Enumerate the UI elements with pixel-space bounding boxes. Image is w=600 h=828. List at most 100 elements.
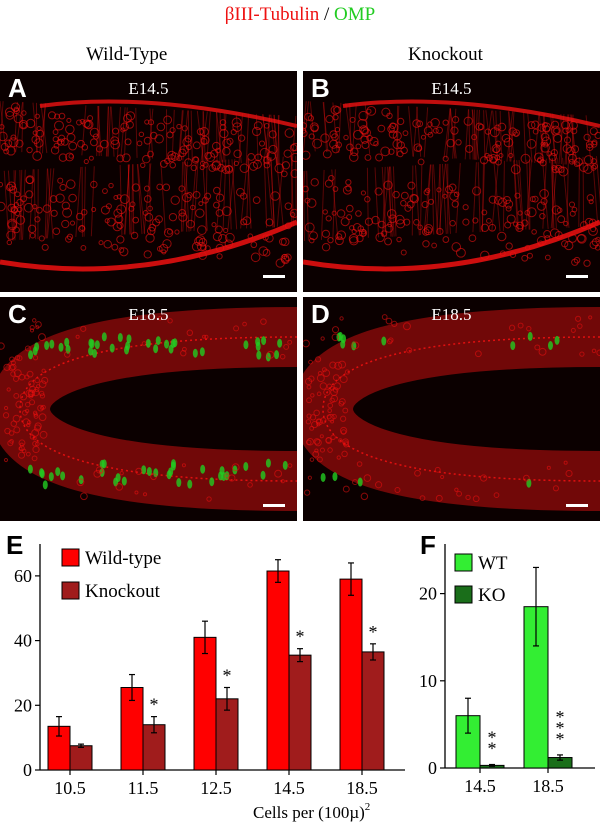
tissue-cell <box>375 481 383 489</box>
tissue-cell <box>53 142 60 149</box>
tissue-cell <box>340 217 350 227</box>
tissue-cell <box>462 218 470 226</box>
tissue-fiber <box>439 164 442 235</box>
tissue-cell <box>102 188 108 194</box>
tissue-cell <box>551 166 559 174</box>
tissue-cell <box>58 112 66 120</box>
tissue-fiber <box>566 157 569 228</box>
tissue-cell <box>303 122 308 130</box>
tissue-cell <box>3 363 11 371</box>
tissue-cell <box>388 130 398 139</box>
tissue-cell <box>89 127 100 138</box>
tissue-cell <box>162 183 171 192</box>
tissue-cell <box>81 144 89 151</box>
tissue-cell <box>313 438 321 445</box>
tissue-cell <box>132 216 140 224</box>
tissue-cell <box>204 334 209 340</box>
figure-title: βIII-Tubulin / OMP <box>0 4 600 26</box>
tissue-cell <box>41 376 49 384</box>
tissue-cell <box>309 414 317 421</box>
tissue-cell <box>504 221 512 229</box>
tissue-cell <box>242 216 252 226</box>
tissue-cell <box>534 152 544 163</box>
title-omp: OMP <box>334 4 376 25</box>
tissue-cell <box>163 227 174 238</box>
tissue-cell <box>114 214 124 224</box>
tissue-cell <box>563 136 572 144</box>
tissue-cell <box>38 390 45 397</box>
tissue-cell <box>4 427 11 435</box>
tissue-cell <box>143 136 152 145</box>
bar <box>193 636 217 771</box>
tissue-fiber <box>19 169 23 241</box>
tissue-cell <box>50 146 60 155</box>
omp-cell <box>109 343 115 353</box>
tissue-cell <box>279 237 287 246</box>
tissue-cell <box>363 474 372 482</box>
tissue-cell <box>32 410 38 416</box>
tissue-cell <box>215 209 224 217</box>
tissue-cell <box>13 114 23 124</box>
tissue-cell <box>280 170 288 178</box>
tissue-edge <box>342 99 600 128</box>
tissue-cell <box>537 123 546 132</box>
tissue-cell <box>517 322 524 329</box>
tissue-cell <box>146 226 156 236</box>
tissue-cell <box>181 463 186 468</box>
tissue-cell <box>213 186 221 195</box>
tissue-cell <box>60 137 69 146</box>
bar <box>266 570 290 771</box>
tissue-cell <box>27 224 37 234</box>
tissue-cell <box>21 448 27 454</box>
tissue-cell <box>338 360 347 369</box>
significance-star: * <box>488 739 497 759</box>
micrograph-c-image <box>0 307 297 511</box>
tissue-cell <box>325 215 332 222</box>
tissue-cell <box>562 127 570 135</box>
tissue-fiber <box>135 107 138 158</box>
legend-swatch <box>61 548 80 567</box>
tissue-fiber <box>366 167 369 238</box>
tissue-cell <box>321 242 331 252</box>
tissue-cell <box>202 334 207 339</box>
tissue-fiber <box>275 156 284 228</box>
tissue-cell <box>0 342 5 350</box>
tissue-cell <box>116 154 125 163</box>
tissue-cell <box>120 127 126 133</box>
tissue-cell <box>76 478 85 487</box>
tissue-cell <box>284 128 295 138</box>
omp-cell <box>554 335 560 345</box>
x-axis-title-text: Cells per (100µ) <box>253 803 365 822</box>
tissue-cell <box>88 155 94 161</box>
stage-label-d: E18.5 <box>431 305 472 324</box>
tissue-cell <box>2 412 10 419</box>
tissue-cell <box>396 150 404 158</box>
omp-cell <box>547 341 553 351</box>
tissue-cell <box>512 221 519 227</box>
tissue-cell <box>312 450 320 458</box>
tissue-cell <box>453 191 460 198</box>
tissue-cell <box>380 146 391 157</box>
tissue-cell <box>349 152 359 162</box>
tissue-cell <box>484 152 490 159</box>
tissue-cell <box>583 164 593 174</box>
tissue-cell <box>320 133 330 143</box>
tissue-fiber <box>90 166 95 237</box>
tissue-cell <box>186 219 195 229</box>
tissue-fiber <box>485 110 493 161</box>
tissue-fiber <box>416 106 422 157</box>
tissue-cell <box>355 143 362 150</box>
tissue-cell <box>3 405 9 411</box>
tissue-cell <box>510 164 521 175</box>
tissue-fiber <box>273 114 278 165</box>
tissue-cell <box>61 201 70 210</box>
tissue-fiber <box>75 166 82 237</box>
tissue-cell <box>15 139 24 148</box>
tissue-cell <box>184 158 193 167</box>
tissue-fiber <box>306 170 309 241</box>
tissue-cell <box>134 490 139 495</box>
tissue-cell <box>319 434 324 439</box>
significance-star: * <box>488 728 497 748</box>
tissue-fiber <box>550 158 558 229</box>
